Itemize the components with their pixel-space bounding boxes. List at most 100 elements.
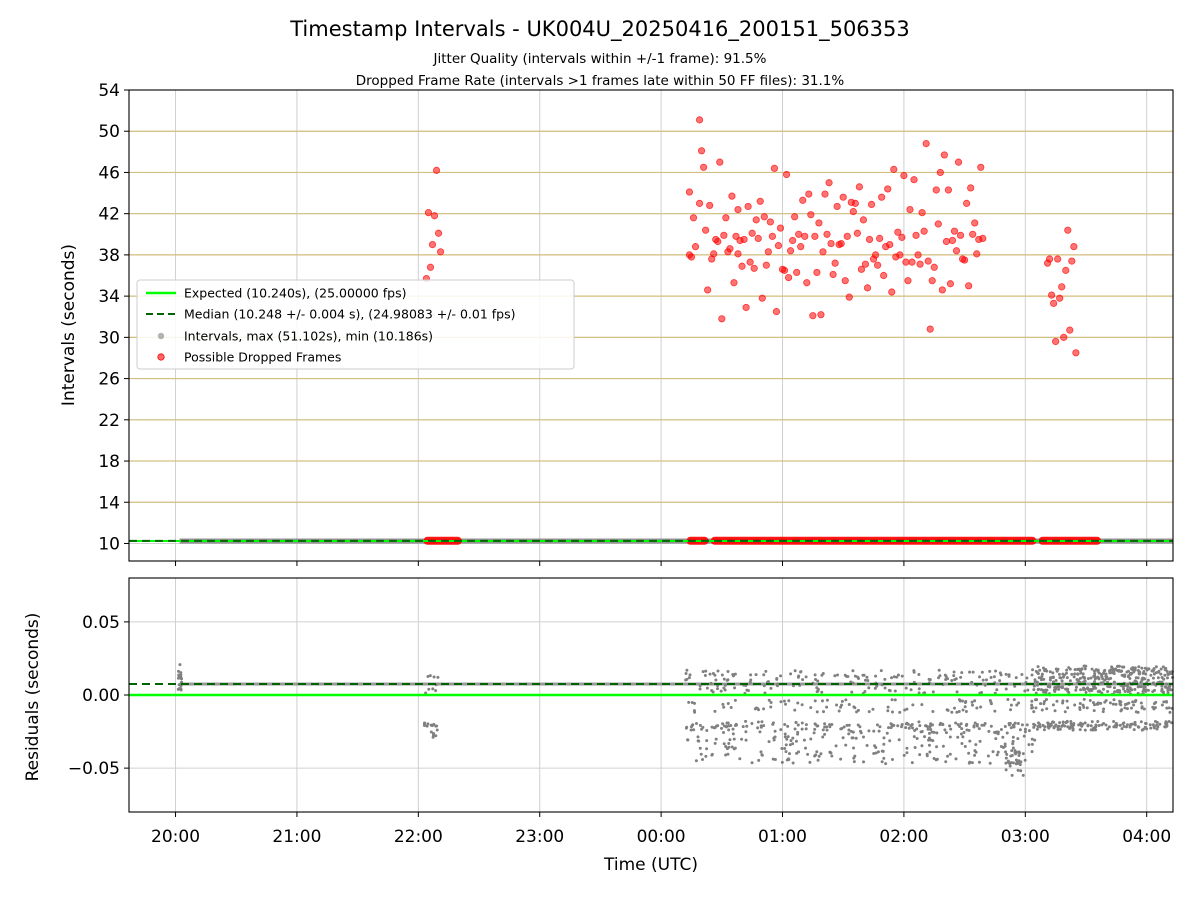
residual-point [1102, 687, 1106, 691]
residual-point [728, 738, 732, 742]
dropped-frame-point [865, 235, 874, 244]
residual-point [701, 725, 705, 729]
residual-point [902, 753, 906, 757]
residual-point [879, 669, 883, 673]
residual-point [804, 727, 808, 731]
residual-point [434, 734, 438, 738]
residual-point [920, 703, 924, 707]
residual-point [1047, 726, 1051, 730]
residual-point [1123, 689, 1127, 693]
dropped-frame-point [944, 186, 953, 194]
residual-point [1044, 698, 1048, 702]
residual-point [847, 728, 851, 732]
residual-point [1030, 673, 1034, 677]
residual-point [694, 759, 698, 763]
dropped-frame-point [774, 242, 783, 250]
residual-point [872, 729, 876, 733]
residual-point [1035, 727, 1039, 731]
residual-point [760, 753, 764, 757]
residual-point [820, 699, 824, 703]
residual-point [732, 737, 736, 741]
dropped-frame-point [685, 188, 694, 196]
residual-point [177, 686, 181, 690]
residual-point [1096, 720, 1100, 724]
residual-point [1074, 685, 1078, 689]
y-tick-label: 42 [98, 205, 120, 225]
residual-point [851, 669, 855, 673]
dropped-frame-point [1068, 257, 1076, 265]
residual-point [1033, 723, 1037, 727]
dropped-frame-point [1064, 226, 1072, 234]
residual-point [935, 731, 939, 735]
dropped-frame-point [754, 234, 762, 243]
residual-point [1078, 707, 1082, 711]
residual-point [179, 673, 183, 677]
residual-point [775, 677, 779, 681]
residual-point [1120, 727, 1124, 731]
dropped-frame-point [906, 205, 914, 214]
residual-point [1033, 678, 1037, 682]
residual-point [714, 737, 718, 741]
residual-point [1064, 671, 1068, 675]
residual-point [852, 746, 856, 750]
residual-point [431, 687, 435, 691]
dropped-frame-point [704, 286, 712, 294]
residual-point [1016, 737, 1020, 741]
residual-point [1106, 727, 1110, 731]
residual-point [1021, 773, 1025, 777]
residual-point [1038, 725, 1042, 729]
residual-point [1144, 721, 1148, 725]
residual-point [1140, 666, 1144, 670]
residual-point [1112, 672, 1116, 676]
residual-point [874, 674, 878, 678]
residual-point [800, 703, 804, 707]
residual-point [804, 723, 808, 727]
residual-point [1033, 698, 1037, 702]
residual-point [1015, 703, 1019, 707]
residual-point [960, 727, 964, 731]
residual-point [1053, 724, 1057, 728]
dropped-frame-point [902, 258, 910, 266]
dropped-frame-point [823, 230, 831, 238]
residual-point [859, 731, 863, 735]
residual-point [946, 708, 950, 712]
residual-point [1111, 702, 1115, 706]
residual-point [1013, 684, 1017, 688]
residual-point [1091, 701, 1095, 705]
residual-point [1034, 706, 1038, 710]
residual-point [1151, 676, 1155, 680]
residual-point [748, 680, 752, 684]
dropped-frame-point [859, 216, 868, 224]
residual-point [882, 756, 886, 760]
residual-point [784, 702, 788, 706]
residual-point [988, 761, 992, 765]
residual-point [1057, 724, 1061, 728]
residual-point [880, 683, 884, 687]
dropped-frame-point [829, 270, 837, 279]
residual-point [989, 724, 993, 728]
residual-point [1075, 667, 1079, 671]
residual-point [1032, 684, 1036, 688]
residual-point [720, 673, 724, 677]
residual-point [825, 705, 829, 709]
residual-point [729, 705, 733, 709]
residual-point [1134, 676, 1138, 680]
residual-point [1074, 688, 1078, 692]
dropped-frame-point [1058, 283, 1066, 291]
residual-point [835, 673, 839, 677]
residual-point [905, 746, 909, 750]
residual-point [435, 728, 439, 732]
residual-point [786, 735, 790, 739]
residual-point [1082, 680, 1086, 684]
residual-point [1073, 668, 1077, 672]
residual-point [849, 680, 853, 684]
residual-point [844, 743, 848, 747]
residual-point [948, 735, 952, 739]
residual-point [746, 689, 750, 693]
dropped-frame-point [740, 235, 748, 244]
residual-point [1032, 688, 1036, 692]
residual-point [937, 668, 941, 672]
residual-point [1003, 744, 1007, 748]
residual-point [754, 673, 758, 677]
